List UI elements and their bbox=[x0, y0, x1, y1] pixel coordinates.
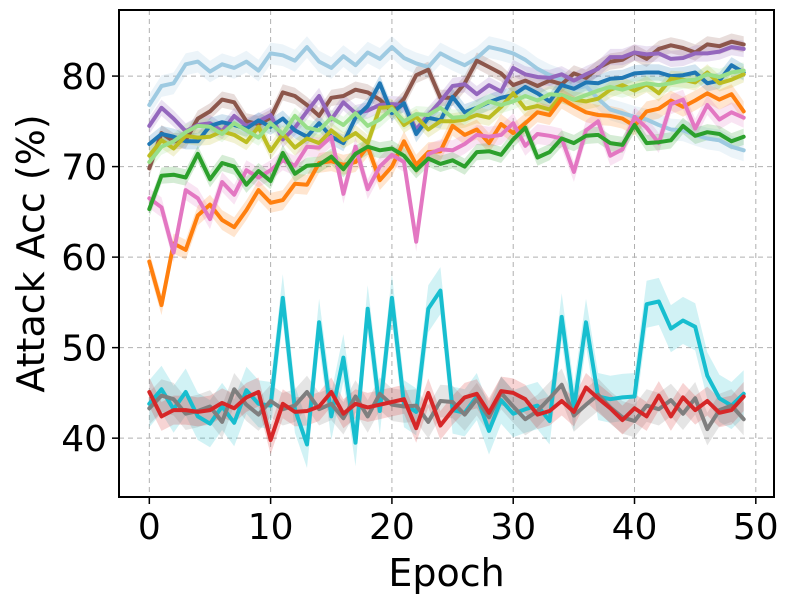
series-line-pink bbox=[147, 97, 746, 255]
series-line-light-blue bbox=[147, 45, 746, 153]
y-tick-label: 70 bbox=[61, 148, 107, 189]
x-tick-label: 0 bbox=[138, 507, 161, 548]
axis-ticks: 0 10 20 30 40 50 40 50 60 70 80 bbox=[61, 57, 779, 548]
series-lines bbox=[147, 39, 746, 447]
series-line-light-green bbox=[147, 68, 746, 165]
y-axis-label: Attack Acc (%) bbox=[9, 114, 53, 392]
x-tick-label: 20 bbox=[369, 507, 415, 548]
series-line-brown bbox=[147, 39, 746, 171]
y-tick-label: 50 bbox=[61, 329, 107, 370]
x-tick-label: 10 bbox=[248, 507, 294, 548]
series-line-green bbox=[147, 123, 746, 212]
series-line-red bbox=[147, 385, 746, 442]
band-light-green bbox=[149, 62, 744, 171]
x-axis-label: Epoch bbox=[388, 551, 504, 595]
y-tick-label: 80 bbox=[61, 57, 107, 98]
series-line-orange bbox=[147, 91, 746, 308]
band-green bbox=[149, 116, 744, 218]
band-light-blue bbox=[149, 36, 744, 162]
x-tick-label: 40 bbox=[612, 507, 658, 548]
x-tick-label: 50 bbox=[733, 507, 779, 548]
x-tick-label: 30 bbox=[490, 507, 536, 548]
plot-frame bbox=[118, 9, 775, 498]
y-tick-label: 40 bbox=[61, 419, 107, 460]
series-line-gray bbox=[147, 382, 746, 432]
y-tick-label: 60 bbox=[61, 238, 107, 279]
series-line-cyan bbox=[147, 288, 746, 447]
band-pink bbox=[149, 89, 744, 263]
series-line-blue bbox=[147, 63, 746, 146]
